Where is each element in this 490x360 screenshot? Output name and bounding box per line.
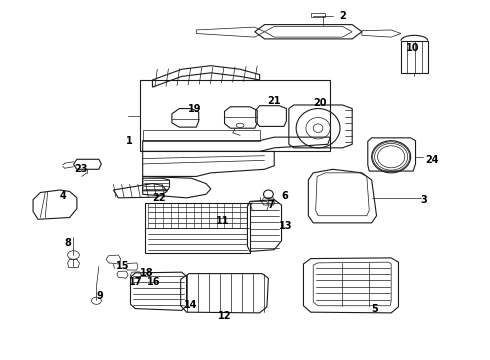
Text: 20: 20: [313, 98, 327, 108]
Bar: [401, 41, 428, 73]
Text: 11: 11: [216, 216, 229, 226]
Text: 7: 7: [267, 200, 274, 210]
Bar: [140, 80, 330, 152]
Text: 17: 17: [129, 277, 143, 287]
Text: 22: 22: [152, 193, 166, 203]
Text: 24: 24: [425, 156, 439, 165]
Text: 5: 5: [372, 303, 378, 314]
Text: 9: 9: [97, 291, 103, 301]
Text: 12: 12: [218, 311, 232, 321]
Text: 23: 23: [74, 164, 88, 174]
Text: 3: 3: [420, 195, 427, 204]
Text: 10: 10: [406, 43, 419, 53]
Text: 4: 4: [60, 191, 67, 201]
Text: 2: 2: [339, 11, 346, 21]
Text: 15: 15: [116, 261, 129, 271]
Text: 1: 1: [126, 136, 133, 146]
Text: 14: 14: [184, 300, 197, 310]
Bar: [145, 203, 250, 253]
Text: 6: 6: [282, 191, 288, 201]
Text: 21: 21: [267, 96, 280, 107]
Bar: [145, 203, 250, 228]
Text: 8: 8: [65, 238, 72, 248]
Text: 18: 18: [140, 268, 154, 278]
Text: 16: 16: [147, 277, 160, 287]
Text: 19: 19: [188, 104, 201, 113]
Text: 13: 13: [279, 221, 293, 231]
